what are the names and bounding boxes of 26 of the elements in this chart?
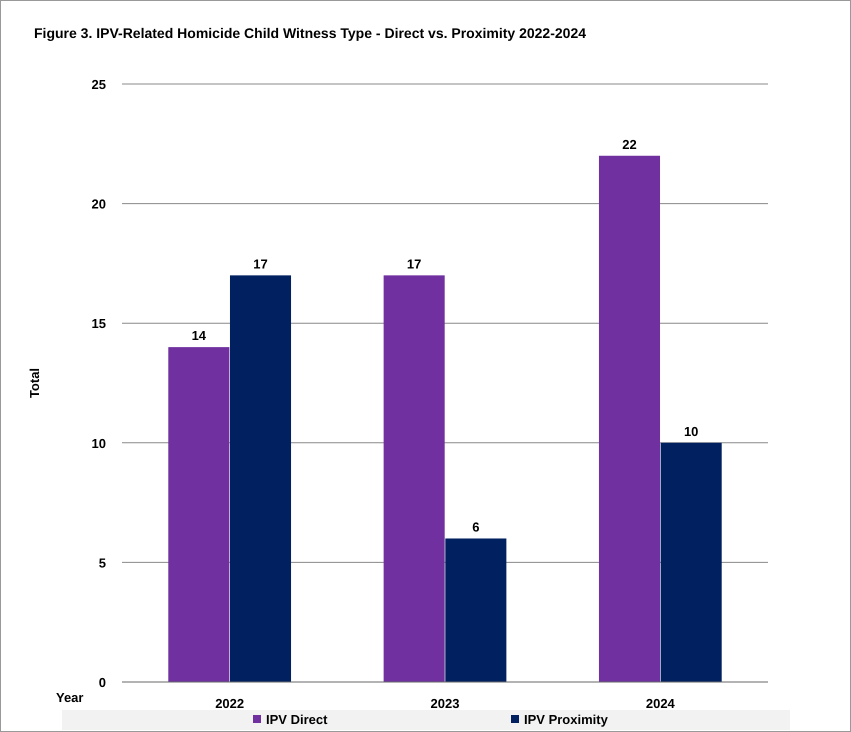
legend-label: IPV Proximity [524, 712, 609, 727]
chart-title: Figure 3. IPV-Related Homicide Child Witness Type - Direct vs. Proximity 2022-2024 [34, 25, 586, 41]
data-label: 6 [472, 519, 480, 534]
x-tick-label: 2022 [215, 696, 244, 711]
bar [168, 347, 230, 682]
bar [384, 275, 445, 682]
bar [598, 156, 660, 682]
x-axis-title: Year [56, 690, 84, 705]
y-tick-label: 10 [92, 436, 106, 451]
data-label: 17 [406, 256, 422, 272]
y-tick-label: 20 [92, 196, 106, 212]
bar [445, 538, 506, 682]
data-label: 22 [622, 136, 637, 152]
y-axis-title: Total [27, 368, 42, 398]
y-tick-label: 5 [98, 555, 106, 570]
data-label: 14 [192, 328, 207, 344]
data-label: 17 [253, 256, 268, 272]
y-tick-label: 0 [98, 675, 106, 690]
x-tick-label: 2024 [646, 696, 676, 711]
y-tick-label: 25 [92, 77, 106, 92]
data-label: 10 [684, 424, 698, 439]
bar [660, 442, 722, 682]
y-tick-label: 15 [92, 316, 106, 332]
x-tick-label: 2023 [430, 696, 460, 711]
legend-label: IPV Direct [266, 712, 328, 727]
bar [230, 275, 292, 682]
